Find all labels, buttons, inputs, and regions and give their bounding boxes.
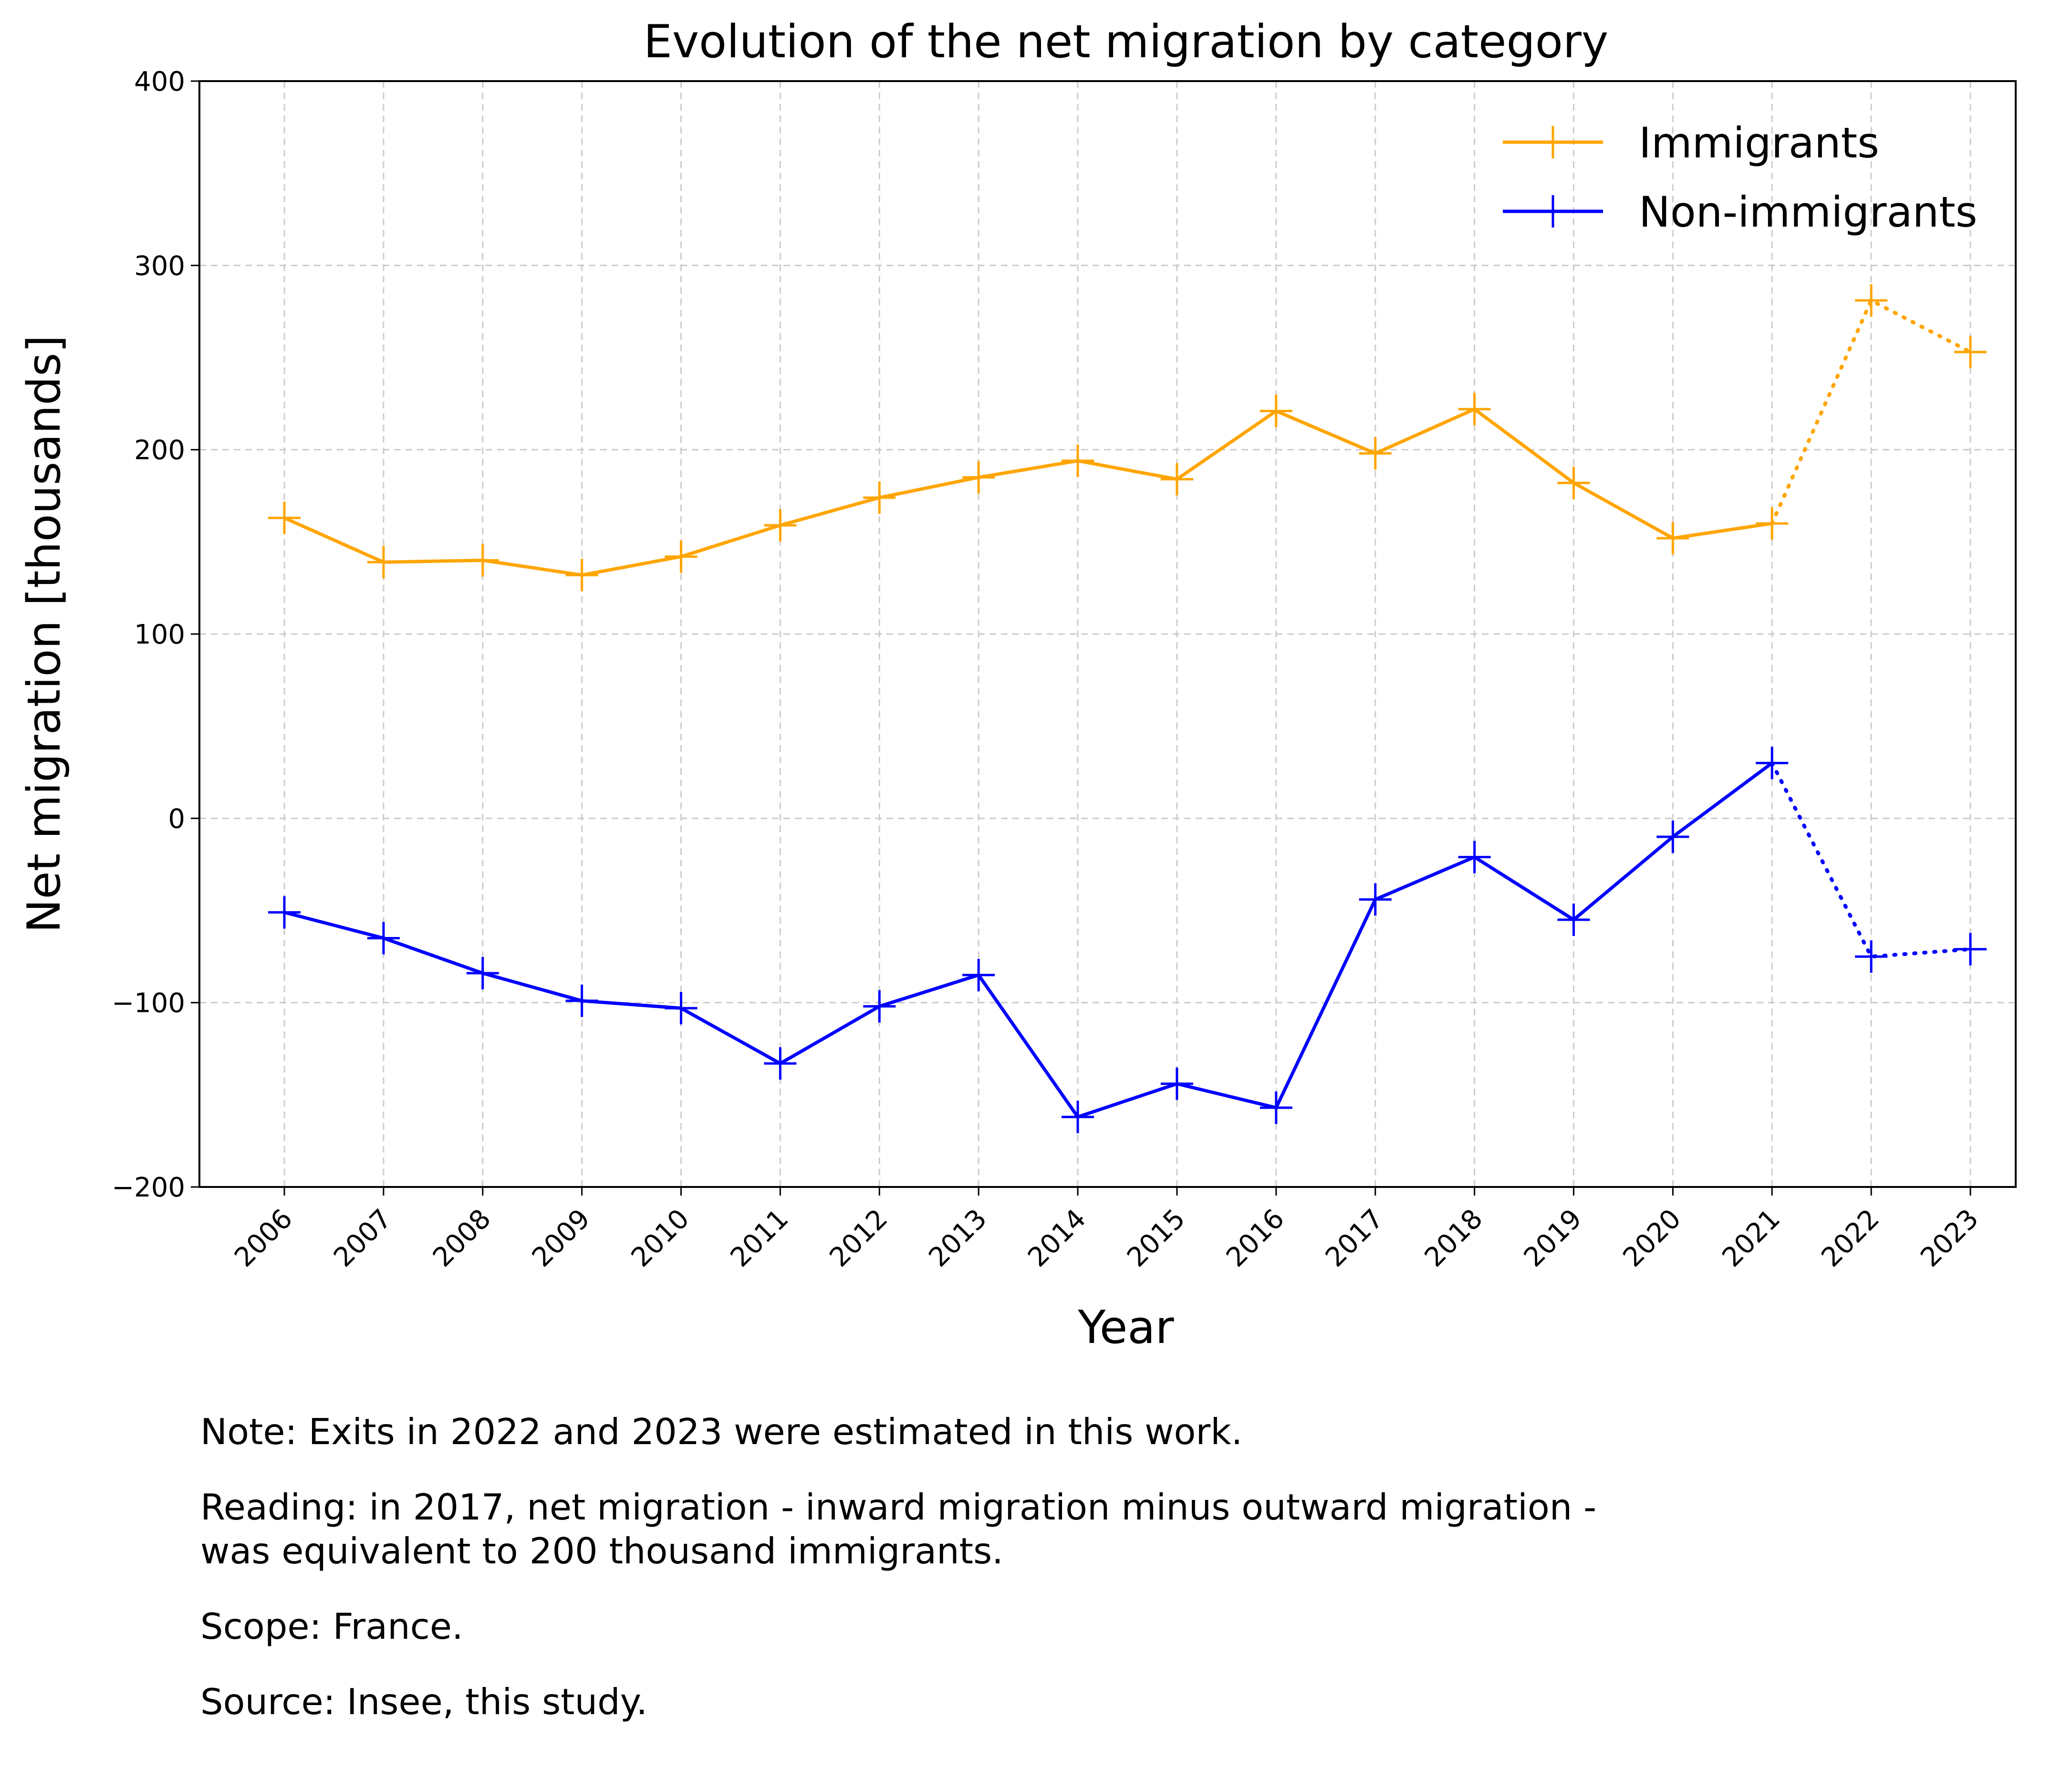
series-line — [283, 407, 1772, 577]
x-tick-label: 2019 — [1518, 1203, 1588, 1273]
legend-label: Non-immigrants — [1639, 187, 1978, 237]
series-line-estimated — [1770, 761, 1972, 959]
x-tick-label: 2015 — [1121, 1203, 1191, 1273]
data-point — [268, 896, 301, 929]
data-point — [1855, 940, 1888, 973]
data-point — [367, 546, 400, 579]
data-point — [1260, 1091, 1292, 1124]
data-point — [1954, 933, 1987, 966]
y-tick-label: −200 — [112, 1172, 185, 1203]
reading-text: Reading: in 2017, net migration - inward… — [200, 1485, 1966, 1573]
data-point — [1359, 437, 1392, 470]
data-point — [665, 992, 698, 1025]
x-tick-label: 2006 — [229, 1203, 299, 1273]
x-tick-label: 2021 — [1716, 1203, 1786, 1273]
x-tick-label: 2011 — [725, 1203, 795, 1273]
data-point — [1359, 883, 1392, 916]
x-tick-label: 2008 — [427, 1203, 497, 1273]
y-tick-label: 100 — [134, 619, 185, 650]
y-tick-label: 200 — [134, 435, 185, 466]
grid — [199, 80, 2016, 1188]
data-point — [1557, 467, 1590, 499]
data-point — [1756, 507, 1789, 540]
data-point — [466, 957, 499, 989]
reading-text-line-1: Reading: in 2017, net migration - inward… — [200, 1486, 1597, 1528]
reading-text-line-2: was equivalent to 200 thousand immigrant… — [200, 1530, 1003, 1572]
data-point — [962, 461, 995, 494]
series-layer — [268, 284, 1987, 1134]
data-point — [1062, 1101, 1094, 1134]
y-axis-label: Net migration [thousands] — [18, 335, 71, 933]
chart-title: Evolution of the net migration by catego… — [644, 16, 1608, 68]
data-point — [367, 922, 400, 955]
x-tick-label: 2016 — [1220, 1203, 1291, 1273]
data-point — [1458, 841, 1491, 874]
legend: Immigrants Non-immigrants — [1503, 118, 1978, 237]
note-text: Note: Exits in 2022 and 2023 were estima… — [200, 1411, 1243, 1453]
data-point — [466, 544, 499, 577]
x-tick-label: 2017 — [1320, 1203, 1390, 1273]
x-tick-label: 2023 — [1915, 1203, 1985, 1273]
legend-entry: Immigrants — [1503, 118, 1879, 167]
y-tick-label: −100 — [112, 988, 185, 1019]
data-point — [1160, 1067, 1193, 1100]
data-point — [1260, 395, 1292, 427]
data-point — [962, 958, 995, 991]
x-tick-label: 2012 — [823, 1203, 894, 1273]
y-tick-label: 400 — [134, 66, 185, 97]
data-point — [1557, 903, 1590, 936]
data-point — [764, 509, 797, 542]
axes: 2006 2007 2008 2009 2010 2011 2012 2013 2014 2015… — [112, 66, 1985, 1273]
data-point — [565, 559, 598, 592]
x-tick-label: 2020 — [1617, 1203, 1687, 1273]
data-point — [1954, 335, 1987, 368]
legend-entry: Non-immigrants — [1503, 187, 1978, 237]
series-non-immigrants — [268, 747, 1987, 1134]
data-point — [1062, 444, 1094, 477]
data-point — [1458, 393, 1491, 426]
legend-label: Immigrants — [1639, 118, 1879, 167]
source-text: Source: Insee, this study. — [200, 1681, 648, 1723]
x-tick-label: 2009 — [526, 1203, 596, 1273]
x-axis-label: Year — [1077, 1301, 1174, 1354]
data-point — [268, 501, 301, 534]
series-immigrants — [268, 284, 1987, 592]
y-tick-label: 0 — [168, 803, 185, 834]
x-tick-label: 2007 — [328, 1203, 398, 1273]
data-point — [1656, 820, 1689, 853]
x-tick-label: 2018 — [1419, 1203, 1489, 1273]
data-point — [1656, 522, 1689, 555]
chart-notes: Note: Exits in 2022 and 2023 were estima… — [200, 1410, 1966, 1724]
data-point — [565, 984, 598, 1017]
data-point — [1756, 747, 1789, 780]
x-tick-label: 2010 — [625, 1203, 696, 1273]
data-point — [1160, 463, 1193, 496]
y-tick-label: 300 — [134, 250, 185, 281]
series-line-estimated — [1770, 298, 1972, 526]
data-point — [863, 481, 896, 514]
x-tick-label: 2014 — [1022, 1203, 1092, 1273]
data-point — [665, 540, 698, 573]
series-line — [284, 761, 1773, 1119]
data-point — [863, 990, 896, 1023]
data-point — [1855, 284, 1888, 317]
scope-text: Scope: France. — [200, 1605, 463, 1647]
data-point — [764, 1047, 797, 1080]
x-tick-label: 2013 — [923, 1203, 993, 1273]
x-tick-label: 2022 — [1815, 1203, 1885, 1273]
